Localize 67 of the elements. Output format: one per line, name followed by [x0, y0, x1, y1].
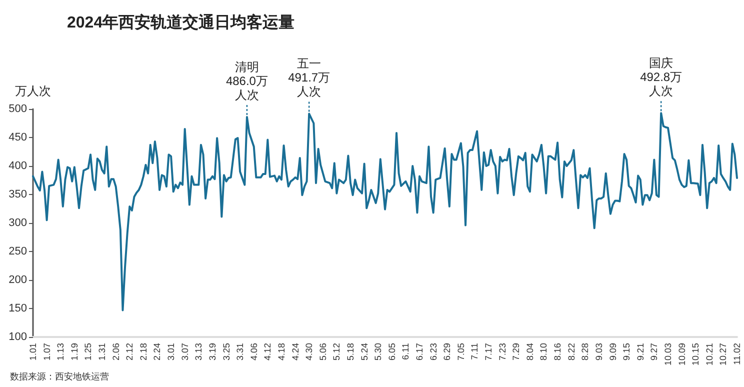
x-tick-label: 1.07: [42, 343, 52, 361]
y-tick-label: 150: [8, 302, 27, 314]
x-tick-label: 10.03: [662, 343, 673, 366]
x-tick-label: 3.01: [166, 343, 176, 361]
annotation: 清明 486.0万人次: [226, 60, 268, 102]
x-tick-label: 8.10: [538, 343, 549, 361]
x-tick-label: 10.15: [690, 343, 701, 366]
x-tick-label: 7.23: [497, 343, 508, 361]
x-tick-label: 5.18: [345, 343, 356, 361]
chart-title: 2024年西安轨道交通日均客运量: [67, 12, 295, 32]
x-tick-label: 5.06: [318, 343, 328, 361]
x-tick-label: 9.03: [594, 343, 604, 361]
x-tick-label: 3.25: [221, 343, 232, 361]
y-tick-label: 350: [8, 188, 27, 200]
x-tick-label: 9.27: [649, 343, 660, 361]
x-tick-label: 8.16: [552, 343, 563, 361]
x-tick-label: 7.11: [470, 343, 480, 360]
x-tick-label: 9.09: [608, 343, 618, 361]
x-tick-label: 1.13: [56, 343, 66, 361]
x-tick-label: 3.19: [207, 343, 218, 361]
x-tick-label: 2.18: [138, 343, 148, 361]
x-tick-label: 4.24: [290, 343, 300, 361]
x-tick-label: 1.31: [97, 343, 108, 361]
x-tick-label: 2.12: [124, 343, 135, 361]
y-axis-title: 万人次: [15, 84, 51, 98]
x-tick-label: 4.12: [262, 343, 273, 361]
x-tick-label: 10.27: [718, 343, 728, 366]
x-tick-label: 5.24: [359, 343, 370, 361]
x-tick-label: 3.07: [180, 343, 190, 361]
source-note: 数据来源：西安地铁运营: [10, 372, 109, 382]
x-tick-label: 8.22: [566, 343, 576, 361]
x-tick-label: 2.24: [152, 343, 162, 361]
y-tick-label: 100: [8, 331, 27, 343]
x-tick-label: 9.15: [622, 343, 632, 361]
annotation: 国庆 492.8万人次: [640, 56, 682, 98]
x-tick-label: 10.09: [676, 343, 687, 366]
x-tick-label: 6.05: [386, 343, 397, 361]
x-tick-label: 3.31: [235, 343, 246, 361]
x-tick-label: 4.06: [248, 343, 259, 361]
x-tick-label: 1.19: [69, 343, 80, 361]
x-tick-label: 5.12: [332, 343, 342, 361]
x-tick-label: 7.29: [511, 343, 522, 361]
x-tick-label: 2.06: [110, 343, 121, 361]
x-tick-label: 7.17: [484, 343, 494, 361]
x-tick-label: 4.18: [276, 343, 286, 361]
y-tick-label: 250: [8, 246, 27, 258]
x-tick-label: 4.30: [304, 343, 314, 361]
annotation: 五一 491.7万人次: [288, 56, 330, 99]
y-tick-label: 200: [8, 274, 27, 286]
y-tick-label: 500: [8, 103, 27, 115]
x-tick-label: 8.04: [524, 343, 535, 361]
x-tick-label: 3.13: [194, 343, 204, 361]
x-tick-label: 7.05: [456, 343, 466, 361]
x-tick-label: 1.25: [83, 343, 94, 361]
x-tick-label: 6.11: [400, 343, 411, 360]
y-tick-label: 450: [8, 132, 27, 144]
x-tick-label: 11.02: [732, 343, 742, 365]
x-tick-label: 5.30: [373, 343, 384, 361]
x-tick-label: 6.29: [442, 343, 452, 361]
x-tick-label: 8.28: [580, 343, 590, 361]
x-tick-label: 9.21: [635, 343, 646, 361]
x-tick-label: 1.01: [28, 343, 38, 361]
x-tick-label: 6.23: [428, 343, 438, 361]
y-tick-label: 400: [8, 160, 27, 172]
x-tick-label: 10.21: [704, 343, 714, 366]
y-tick-label: 300: [8, 217, 27, 229]
x-tick-label: 6.17: [414, 343, 425, 361]
